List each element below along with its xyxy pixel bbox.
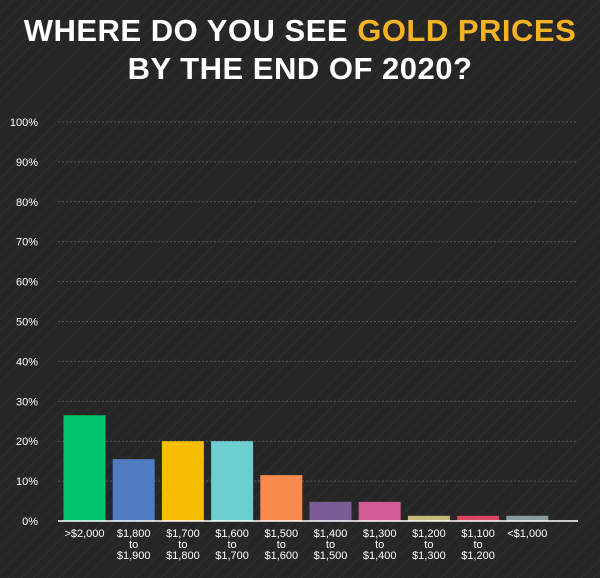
title-line-2: BY THE END OF 2020? [127, 51, 473, 86]
x-axis-labels: >$2,000 $1,800 to $1,900 $1,700 to $1,800 $1,60… [64, 528, 547, 562]
bar [309, 501, 352, 521]
x-tick-label: $1,600 to $1,700 [215, 528, 249, 562]
y-tick-label: 20% [16, 436, 38, 448]
y-tick-label: 10% [16, 476, 38, 488]
bar [457, 515, 500, 521]
x-tick-label: <$1,000 [507, 528, 547, 540]
x-tick-label: $1,100 to $1,200 [461, 528, 495, 562]
bar [260, 475, 303, 521]
title-text-1: WHERE DO YOU SEE [23, 13, 358, 48]
y-tick-label: 50% [16, 317, 38, 329]
y-axis-labels: 0% 10% 20% 30% 40% 50% 60% 70% 80% 90% 100% [10, 117, 38, 528]
bar [506, 515, 549, 521]
bar [112, 459, 155, 521]
y-tick-label: 80% [16, 197, 38, 209]
bar [161, 441, 204, 521]
title-highlight: GOLD PRICES [357, 13, 577, 48]
y-tick-label: 100% [10, 117, 38, 129]
bar [407, 515, 450, 521]
y-tick-label: 70% [16, 237, 38, 249]
title-line-1: WHERE DO YOU SEE GOLD PRICES [0, 12, 600, 50]
x-tick-label: $1,300 to $1,400 [363, 528, 397, 562]
x-tick-label: $1,400 to $1,500 [314, 528, 348, 562]
y-tick-label: 30% [16, 396, 38, 408]
gridlines [58, 121, 578, 482]
y-tick-label: 90% [16, 157, 38, 169]
bar [63, 415, 106, 521]
x-tick-label: $1,700 to $1,800 [166, 528, 200, 562]
y-tick-label: 0% [22, 516, 38, 528]
y-tick-label: 40% [16, 356, 38, 368]
x-tick-label: $1,200 to $1,300 [412, 528, 446, 562]
x-tick-label: $1,800 to $1,900 [117, 528, 151, 562]
bars [63, 415, 549, 521]
y-tick-label: 60% [16, 277, 38, 289]
chart-title: WHERE DO YOU SEE GOLD PRICES BY THE END … [0, 12, 600, 88]
bar [211, 441, 254, 521]
bar [358, 501, 401, 521]
x-tick-label: >$2,000 [64, 528, 104, 540]
x-tick-label: $1,500 to $1,600 [264, 528, 298, 562]
